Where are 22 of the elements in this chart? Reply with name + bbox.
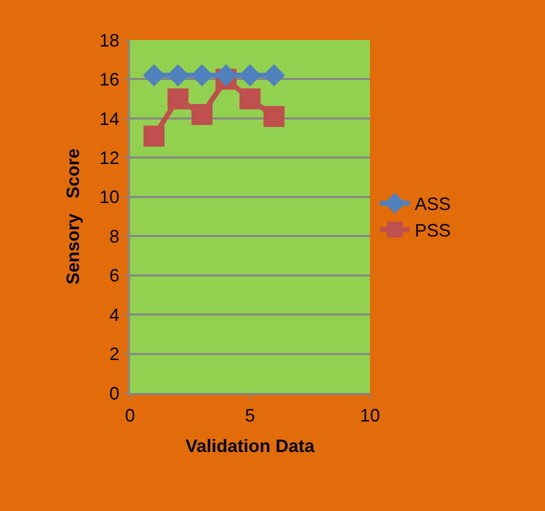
y-tick-label: 4 [109,304,120,325]
x-tick-label: 5 [244,406,256,426]
y-tick-label: 0 [109,383,120,404]
point [192,104,212,126]
x-tick-label: 10 [360,406,380,426]
y-tick-label: 10 [99,187,120,208]
y-tick-label: 2 [109,344,120,364]
y-tick-label: 12 [99,148,120,168]
y-axis-title: Sensory Score [63,148,84,285]
point [168,88,188,110]
y-tick-label: 14 [99,108,120,129]
point [144,126,164,147]
x-tick-label: 0 [124,406,136,426]
x-axis-title: Validation Data [185,436,316,456]
y-tick-label: 16 [99,70,120,90]
y-tick-label: 18 [99,30,120,50]
legend-label: ASS [414,194,451,214]
y-tick-label: 8 [109,226,120,246]
y-tick-label: 6 [109,266,120,286]
point [264,106,284,127]
legend-label: PSS [414,220,451,241]
point [240,88,260,110]
